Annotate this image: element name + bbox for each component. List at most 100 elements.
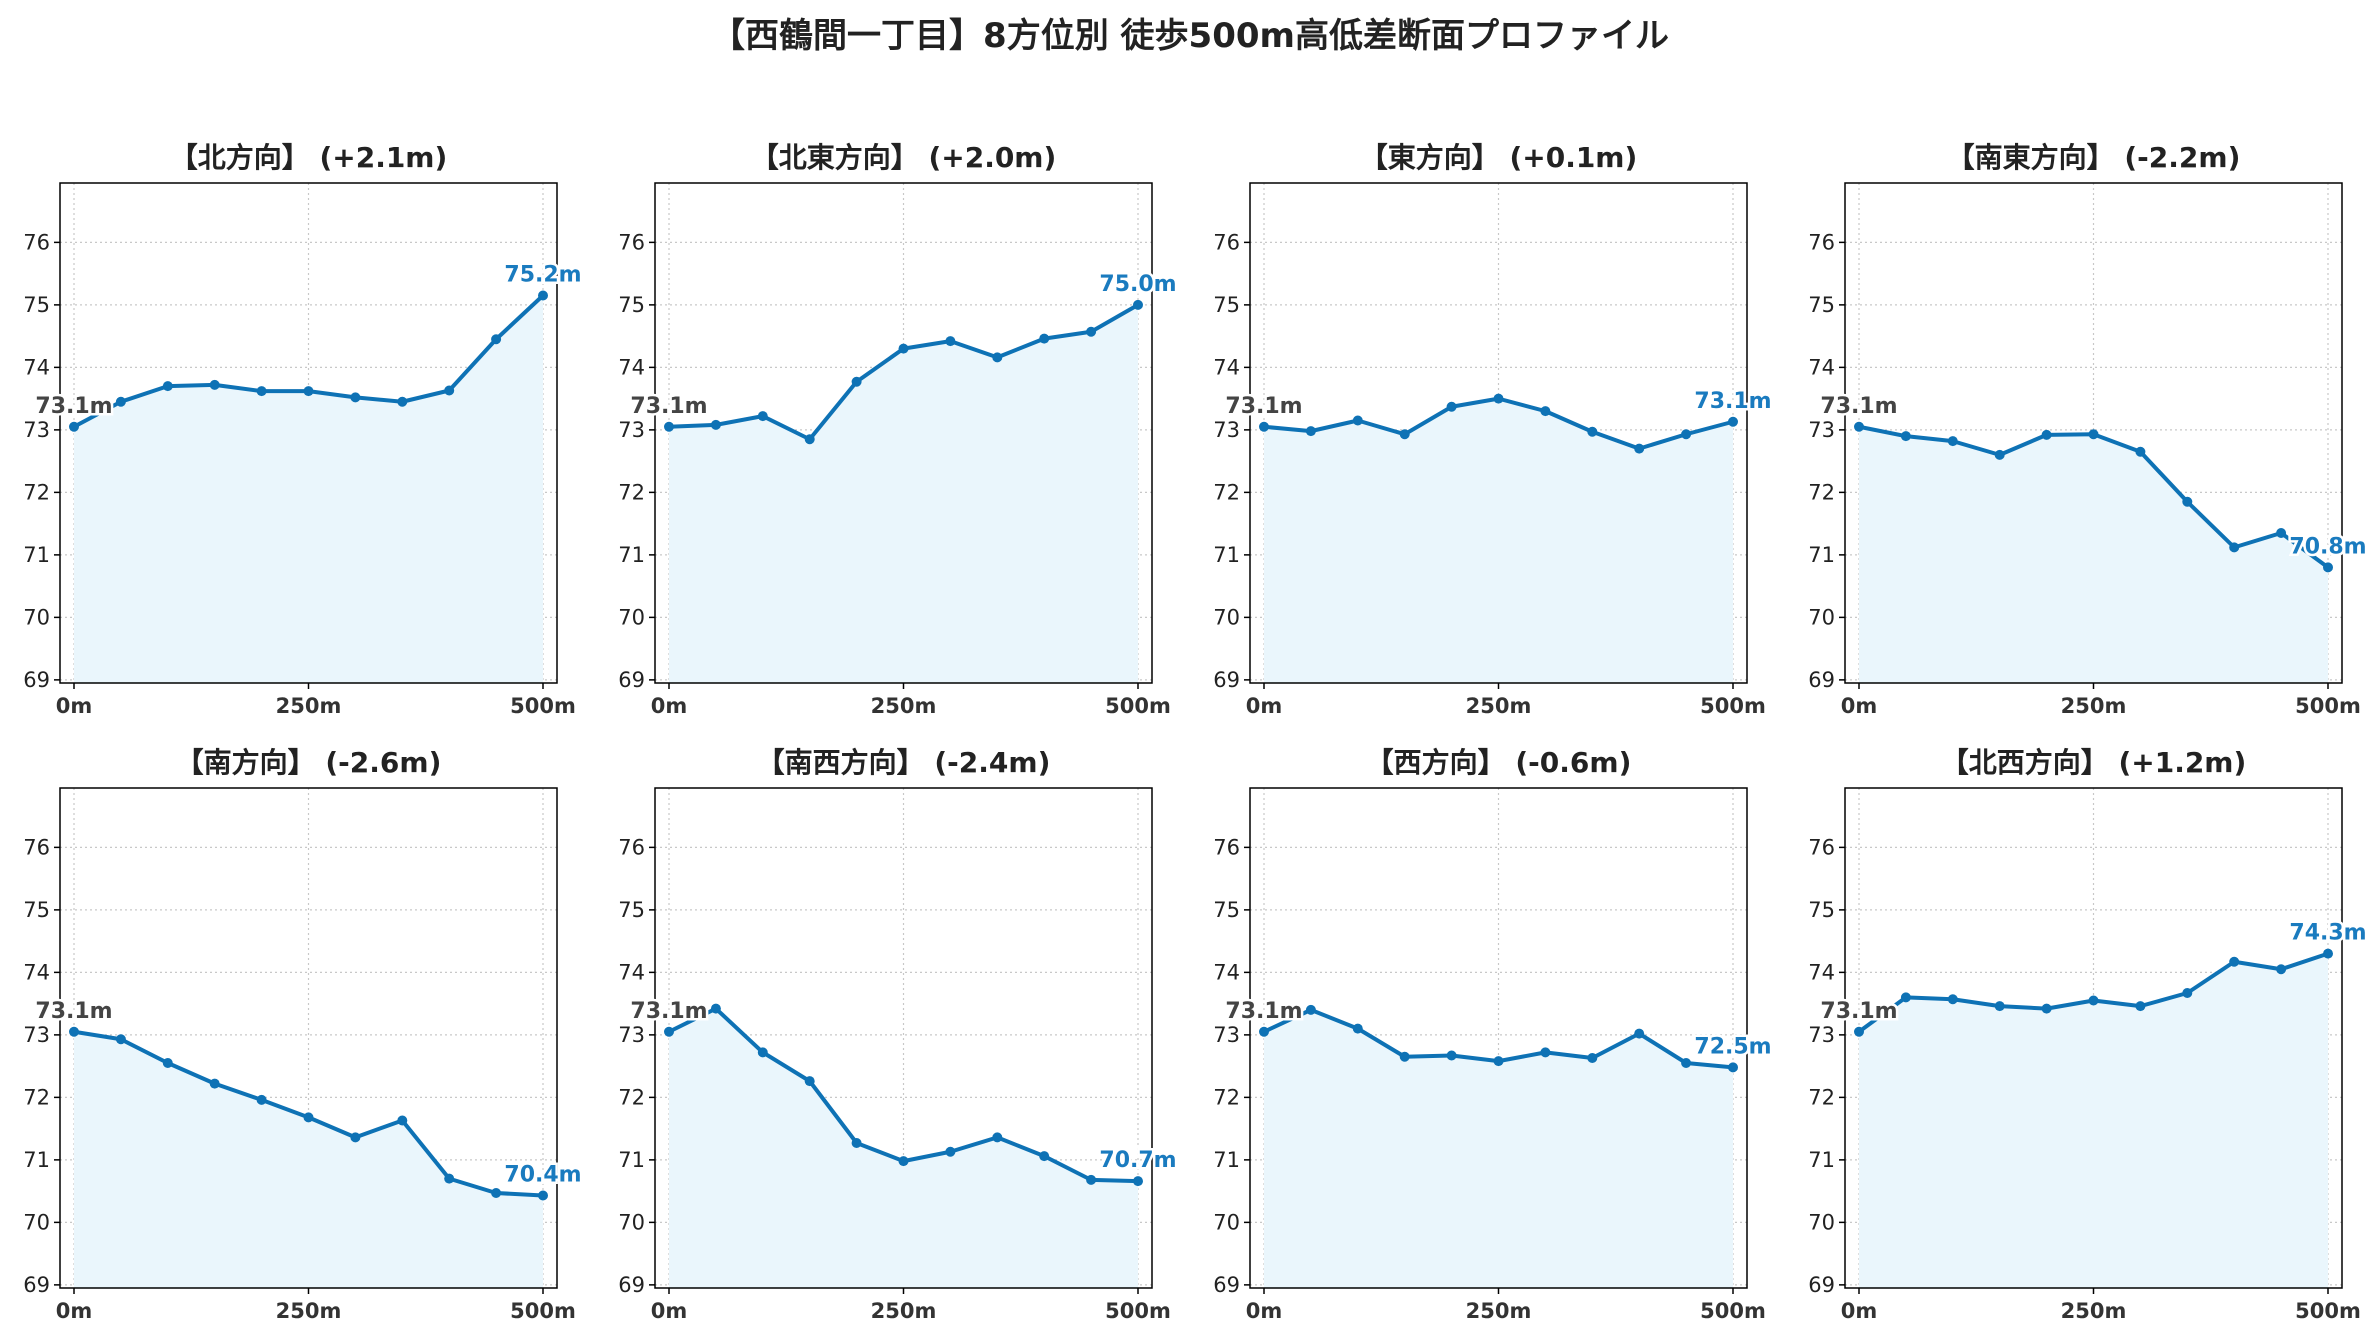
y-tick-label: 71 xyxy=(23,543,50,567)
data-point xyxy=(851,1138,862,1148)
data-point xyxy=(2135,1001,2146,1012)
data-point xyxy=(303,1112,314,1123)
y-tick-label: 76 xyxy=(23,835,50,859)
data-point xyxy=(1352,1023,1363,1034)
start-elevation-label: 73.1m xyxy=(35,394,112,419)
y-tick-label: 75 xyxy=(1808,898,1835,922)
data-point xyxy=(898,1156,909,1167)
data-point xyxy=(1681,1058,1692,1068)
start-elevation-label: 73.1m xyxy=(35,999,112,1024)
data-point xyxy=(757,411,768,422)
y-tick-label: 74 xyxy=(23,960,50,984)
data-point xyxy=(303,386,314,397)
y-tick-label: 72 xyxy=(1808,1085,1835,1109)
x-tick-label: 500m xyxy=(1105,694,1171,718)
data-point xyxy=(1352,415,1363,426)
y-tick-label: 71 xyxy=(1213,1148,1240,1172)
y-tick-label: 76 xyxy=(1808,835,1835,859)
data-point xyxy=(162,381,173,392)
data-point xyxy=(69,1026,79,1037)
x-tick-label: 250m xyxy=(1466,694,1532,718)
data-point xyxy=(1728,1062,1738,1073)
end-elevation-label: 70.8m xyxy=(2289,534,2366,559)
y-tick-label: 71 xyxy=(1808,543,1835,567)
data-point xyxy=(2323,948,2333,959)
chart-panel-5: 【南西方向】 (-2.4m) 69 70 71 72 73 74 75 76 0m 250m 500m… xyxy=(618,746,1179,1323)
data-point xyxy=(2276,964,2287,975)
panel-title: 【西方向】 (-0.6m) xyxy=(1366,746,1632,779)
data-point xyxy=(1540,406,1551,417)
data-point xyxy=(1900,992,1911,1003)
chart-panel-4: 【南方向】 (-2.6m) 69 70 71 72 73 74 75 76 0m 250m 500m 7… xyxy=(23,746,584,1323)
area-fill xyxy=(1859,426,2328,683)
data-point xyxy=(1587,426,1598,437)
data-point xyxy=(2323,562,2333,573)
end-elevation-label: 75.2m xyxy=(504,263,581,288)
y-tick-label: 69 xyxy=(1808,668,1835,692)
page-title: 【西鶴間一丁目】8方位別 徒歩500m高低差断面プロファイル xyxy=(711,16,1669,56)
data-point xyxy=(2276,528,2287,538)
y-tick-label: 75 xyxy=(23,898,50,922)
x-tick-label: 500m xyxy=(1105,1299,1171,1323)
x-tick-label: 250m xyxy=(276,1299,342,1323)
data-point xyxy=(851,376,862,387)
x-tick-label: 500m xyxy=(1700,1299,1766,1323)
chart-panel-3: 【南東方向】 (-2.2m) 69 70 71 72 73 74 75 76 0m 250m 500m… xyxy=(1808,141,2369,718)
data-point xyxy=(2041,1003,2052,1014)
data-point xyxy=(397,396,408,407)
panel-title: 【南東方向】 (-2.2m) xyxy=(1947,141,2241,174)
y-tick-label: 72 xyxy=(23,480,50,504)
data-point xyxy=(256,386,267,397)
data-point xyxy=(1446,1050,1457,1061)
y-tick-label: 72 xyxy=(1213,1085,1240,1109)
y-tick-label: 71 xyxy=(1808,1148,1835,1172)
y-tick-label: 75 xyxy=(1808,293,1835,317)
y-tick-label: 74 xyxy=(1213,960,1240,984)
start-elevation-label: 73.1m xyxy=(1225,999,1302,1024)
y-tick-label: 70 xyxy=(1213,605,1240,629)
data-point xyxy=(1086,1174,1097,1185)
y-tick-label: 74 xyxy=(1808,960,1835,984)
data-point xyxy=(2135,446,2146,457)
end-elevation-label: 75.0m xyxy=(1099,272,1176,297)
y-tick-label: 70 xyxy=(1808,605,1835,629)
data-point xyxy=(1305,426,1316,437)
x-tick-label: 250m xyxy=(1466,1299,1532,1323)
y-tick-label: 74 xyxy=(1808,355,1835,379)
data-point xyxy=(1900,431,1911,442)
area-fill xyxy=(669,304,1138,683)
data-point xyxy=(1947,436,1958,447)
x-tick-label: 250m xyxy=(2061,694,2127,718)
panel-title: 【北西方向】 (+1.2m) xyxy=(1941,746,2247,779)
data-point xyxy=(1994,449,2005,460)
data-point xyxy=(162,1058,173,1068)
y-tick-label: 72 xyxy=(618,1085,645,1109)
y-tick-label: 70 xyxy=(23,605,50,629)
data-point xyxy=(1493,393,1504,404)
data-point xyxy=(538,1190,548,1201)
y-tick-label: 73 xyxy=(1808,1023,1835,1047)
y-tick-label: 71 xyxy=(618,1148,645,1172)
y-tick-label: 76 xyxy=(618,230,645,254)
y-tick-label: 73 xyxy=(23,1023,50,1047)
data-point xyxy=(2088,429,2099,440)
start-elevation-label: 73.1m xyxy=(1820,394,1897,419)
data-point xyxy=(1540,1047,1551,1058)
area-fill xyxy=(74,1031,543,1288)
end-elevation-label: 73.1m xyxy=(1694,389,1771,414)
y-tick-label: 69 xyxy=(618,1273,645,1297)
x-tick-label: 500m xyxy=(2295,1299,2361,1323)
x-tick-label: 0m xyxy=(1246,1299,1283,1323)
data-point xyxy=(1039,333,1050,344)
data-point xyxy=(1493,1056,1504,1067)
data-point xyxy=(1854,421,1864,432)
y-tick-label: 74 xyxy=(618,960,645,984)
y-tick-label: 75 xyxy=(618,293,645,317)
data-point xyxy=(115,396,126,407)
panel-title: 【北方向】 (+2.1m) xyxy=(170,141,448,174)
x-tick-label: 0m xyxy=(1841,694,1878,718)
area-fill xyxy=(1264,398,1733,683)
y-tick-label: 69 xyxy=(1213,1273,1240,1297)
area-fill xyxy=(669,1008,1138,1288)
data-point xyxy=(757,1047,768,1058)
